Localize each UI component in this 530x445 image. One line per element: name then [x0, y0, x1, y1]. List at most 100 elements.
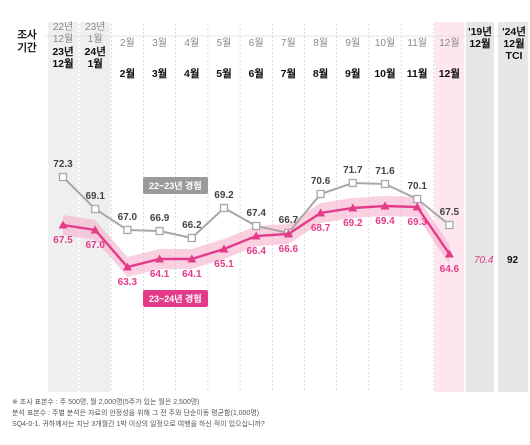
column-band-first — [48, 22, 78, 392]
label-2223-11: 70.1 — [407, 181, 427, 192]
label-2324-1: 67.0 — [85, 240, 105, 251]
header-2024-dec-tci: '24년 12월 TCI — [499, 26, 529, 62]
label-2324-8: 68.7 — [310, 223, 331, 234]
label-2324-11: 69.3 — [407, 217, 427, 228]
column-header-bottom: 11월 — [406, 68, 428, 80]
label-2324-7: 66.6 — [278, 244, 299, 255]
label-2223-3: 66.9 — [149, 213, 170, 224]
label-2223-1: 69.1 — [85, 191, 105, 202]
point-2324-7 — [283, 229, 293, 238]
column-header-bottom2: 12월 — [52, 58, 74, 70]
point-2324-11 — [412, 202, 422, 211]
label-2223-8: 70.6 — [310, 176, 331, 187]
point-2223-12 — [445, 220, 454, 230]
column-header-top2: 24년 — [84, 46, 106, 58]
label-2223-7: 66.7 — [278, 215, 299, 226]
label-2223-6: 67.4 — [246, 208, 266, 219]
label-2223-12: 67.5 — [439, 207, 460, 218]
column-header-1: 23년 1월 24년 1월 — [79, 22, 111, 70]
column-header-11: 11월 11월 — [401, 38, 433, 80]
point-2223-5 — [219, 203, 229, 213]
column-header-bottom: 1월 — [87, 34, 103, 45]
label-2324-4: 64.1 — [182, 269, 202, 280]
point-2324-2 — [122, 262, 132, 271]
column-header-0: 22년 12월 23년 12월 — [47, 22, 79, 70]
point-2324-3 — [155, 254, 165, 263]
label-2324-0: 67.5 — [53, 235, 73, 246]
column-header-bottom: 8월 — [312, 68, 329, 80]
column-band-2019 — [466, 22, 494, 392]
point-2324-1 — [90, 225, 100, 234]
label-2324-2: 63.3 — [117, 277, 138, 288]
footnote-3: SQ4-0-1. 귀하께서는 지난 3개월간 1박 이상의 일정으로 여행을 하… — [12, 421, 265, 428]
header-2024-tci-text: '24년 12월 TCI — [502, 26, 526, 62]
column-header-bottom: 9월 — [345, 68, 361, 80]
point-2223-11 — [413, 194, 422, 204]
column-header-top: 3월 — [152, 38, 167, 49]
point-2223-2 — [123, 225, 132, 235]
point-2223-9 — [348, 178, 357, 188]
column-header-bottom: 12월 — [52, 34, 74, 45]
point-2324-5 — [219, 244, 229, 253]
label-2324-6: 66.4 — [246, 246, 266, 257]
column-header-bottom: 12월 — [438, 68, 461, 80]
column-header-top: 2월 — [120, 38, 135, 49]
label-2324-9: 69.2 — [343, 218, 363, 229]
label-2223-10: 71.6 — [375, 166, 395, 177]
column-header-top: 11월 — [407, 38, 427, 49]
label-2223-5: 69.2 — [214, 190, 234, 201]
column-header-top: 5월 — [216, 38, 232, 49]
point-2223-0 — [58, 172, 68, 182]
column-header-bottom: 5월 — [216, 68, 232, 80]
label-2223-0: 72.3 — [53, 159, 73, 170]
column-header-top: 22년 — [52, 22, 74, 33]
label-2324-12: 64.6 — [439, 264, 460, 275]
column-header-bottom: 6월 — [248, 68, 264, 80]
label-2223-2: 67.0 — [117, 212, 138, 223]
point-2324-0 — [58, 220, 68, 229]
point-2324-9 — [348, 203, 358, 212]
point-2223-4 — [187, 233, 196, 243]
column-header-12: 12월 12월 — [433, 38, 465, 80]
column-header-top: 8월 — [313, 38, 328, 49]
legend-series-2223: 22~23년 경험 — [143, 177, 208, 194]
label-2223-9: 71.7 — [343, 165, 363, 176]
column-band-december — [434, 22, 465, 392]
column-band-tci — [498, 22, 528, 392]
point-2324-12 — [444, 249, 454, 258]
point-2223-3 — [155, 226, 164, 236]
label-2324-5: 65.1 — [214, 259, 234, 270]
point-2324-10 — [380, 201, 390, 210]
column-header-6: 6월 6월 — [240, 38, 272, 80]
column-header-3: 3월 3월 — [144, 38, 176, 80]
column-header-bottom: 10월 — [374, 68, 396, 80]
label-2324-3: 64.1 — [149, 269, 170, 280]
column-header-2: 2월 2월 — [111, 38, 143, 80]
column-header-bottom: 3월 — [151, 68, 168, 80]
point-2324-8 — [316, 208, 326, 217]
column-header-top: 9월 — [345, 38, 361, 49]
column-header-top: 7월 — [281, 38, 296, 49]
column-header-top: 10월 — [374, 38, 396, 49]
column-header-bottom: 2월 — [119, 68, 136, 80]
point-2324-4 — [187, 254, 197, 263]
column-header-bottom: 4월 — [184, 68, 200, 80]
axis-title-text: 조사 기간 — [17, 29, 37, 54]
legend-series-2324: 23~24년 경험 — [143, 290, 208, 307]
column-header-10: 10월 10월 — [369, 38, 401, 80]
point-2324-6 — [251, 231, 261, 240]
column-header-5: 5월 5월 — [208, 38, 240, 80]
column-header-top: 6월 — [248, 38, 264, 49]
column-header-bottom2: 1월 — [87, 58, 103, 70]
column-header-9: 9월 9월 — [337, 38, 369, 80]
column-header-8: 8월 8월 — [305, 38, 337, 80]
column-header-4: 4월 4월 — [176, 38, 208, 80]
column-header-top: 12월 — [439, 38, 460, 49]
footnote-1: ※ 조사 표본수 : 주 500명, 월 2,000명(5주가 있는 월은 2,… — [12, 399, 200, 406]
value-2019-dec: 70.4 — [474, 255, 494, 266]
point-2223-10 — [380, 179, 390, 189]
column-header-top: 4월 — [184, 38, 200, 49]
column-header-top: 23년 — [85, 22, 106, 33]
